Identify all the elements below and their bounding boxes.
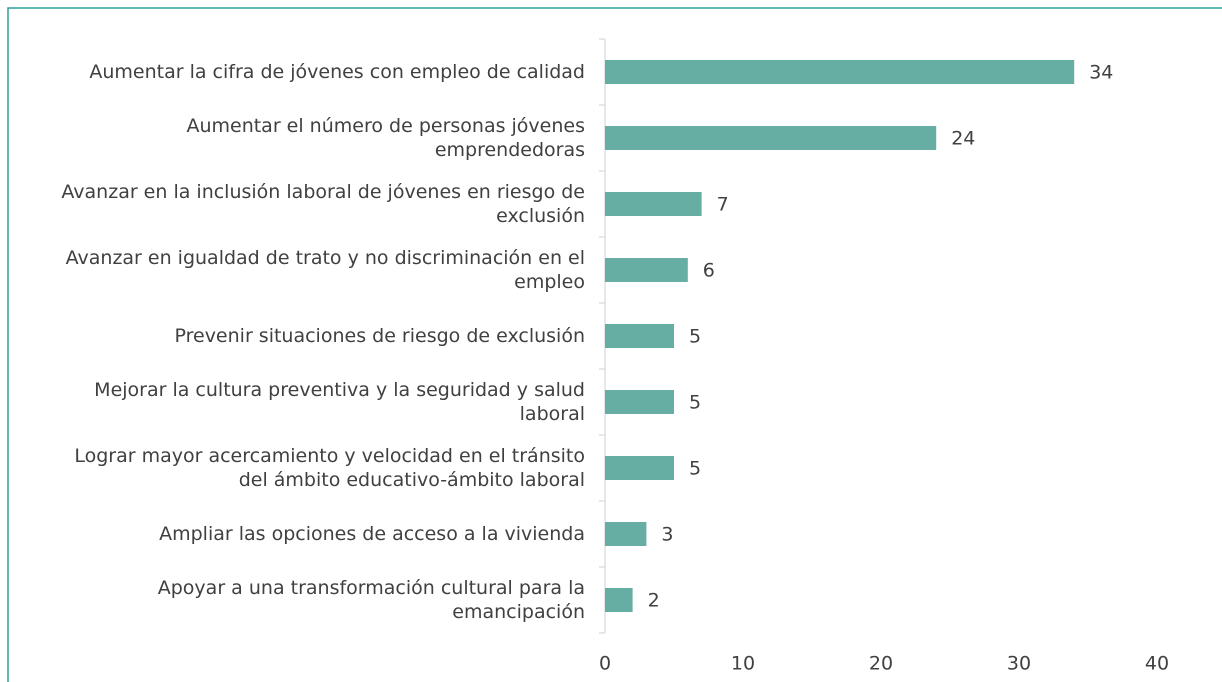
value-label: 24 <box>951 128 975 150</box>
value-label: 5 <box>689 392 701 414</box>
value-label: 34 <box>1089 62 1113 84</box>
category-label: Avanzar en la inclusión laboral de jóven… <box>61 181 585 227</box>
category-label: Lograr mayor acercamiento y velocidad en… <box>74 445 585 491</box>
bar <box>605 522 647 546</box>
category-label: Apoyar a una transformación cultural par… <box>157 577 585 623</box>
bar <box>605 588 633 612</box>
bar <box>605 390 674 414</box>
category-label: Aumentar el número de personas jóvenes e… <box>186 115 585 161</box>
value-label: 3 <box>661 524 673 546</box>
bar <box>605 324 674 348</box>
x-tick-label: 30 <box>1007 653 1031 675</box>
category-label: Mejorar la cultura preventiva y la segur… <box>94 379 585 425</box>
bar <box>605 60 1075 84</box>
category-label: Aumentar la cifra de jóvenes con empleo … <box>89 61 585 83</box>
bar <box>605 258 688 282</box>
x-tick-label: 40 <box>1145 653 1169 675</box>
bar <box>605 126 937 150</box>
value-label: 7 <box>717 194 729 216</box>
value-label: 5 <box>689 326 701 348</box>
x-tick-label: 10 <box>731 653 755 675</box>
value-label: 5 <box>689 458 701 480</box>
x-tick-label: 20 <box>869 653 893 675</box>
category-label: Ampliar las opciones de acceso a la vivi… <box>159 523 585 545</box>
category-label: Prevenir situaciones de riesgo de exclus… <box>174 325 585 347</box>
bar <box>605 456 674 480</box>
frame <box>7 7 1222 682</box>
value-label: 6 <box>703 260 715 282</box>
bar <box>605 192 702 216</box>
x-tick-label: 0 <box>599 653 611 675</box>
category-label: Avanzar en igualdad de trato y no discri… <box>65 247 585 293</box>
value-label: 2 <box>648 590 660 612</box>
